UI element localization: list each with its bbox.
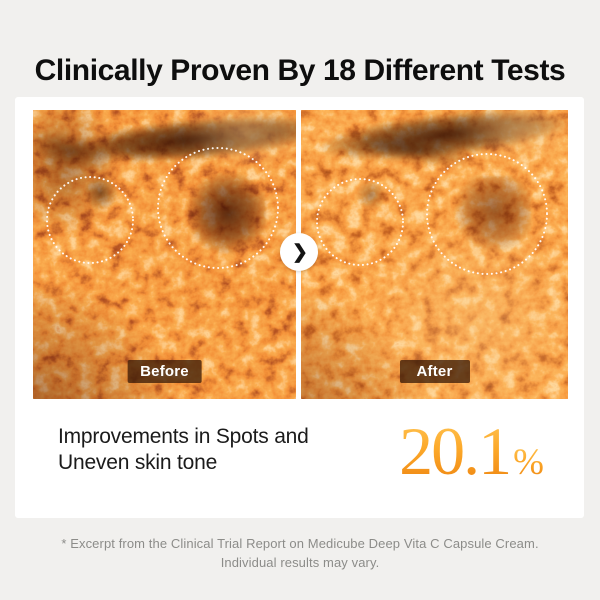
disclaimer: * Excerpt from the Clinical Trial Report… bbox=[0, 534, 600, 572]
spot-highlight-circles bbox=[46, 147, 279, 269]
after-label: After bbox=[399, 360, 470, 383]
chevron-right-icon: ❯ bbox=[292, 241, 308, 263]
next-arrow-button[interactable]: ❯ bbox=[280, 233, 318, 271]
disclaimer-line2: Individual results may vary. bbox=[220, 555, 380, 570]
result-percentage: 20.1 % bbox=[399, 417, 544, 485]
results-card: Before bbox=[15, 97, 584, 518]
result-description-line1: Improvements in Spots and bbox=[58, 425, 309, 448]
result-value-number: 20.1 bbox=[399, 413, 512, 489]
spot-highlight-circles bbox=[316, 153, 548, 275]
result-description: Improvements in Spots and Uneven skin to… bbox=[58, 424, 309, 476]
page-title: Clinically Proven By 18 Different Tests bbox=[34, 54, 566, 88]
after-photo: After bbox=[301, 110, 568, 399]
before-label: Before bbox=[127, 360, 202, 383]
disclaimer-line1: * Excerpt from the Clinical Trial Report… bbox=[61, 536, 539, 551]
result-description-line2: Uneven skin tone bbox=[58, 451, 218, 474]
result-value-unit: % bbox=[513, 442, 544, 483]
before-after-comparison: Before bbox=[33, 110, 568, 399]
before-photo: Before bbox=[33, 110, 296, 399]
